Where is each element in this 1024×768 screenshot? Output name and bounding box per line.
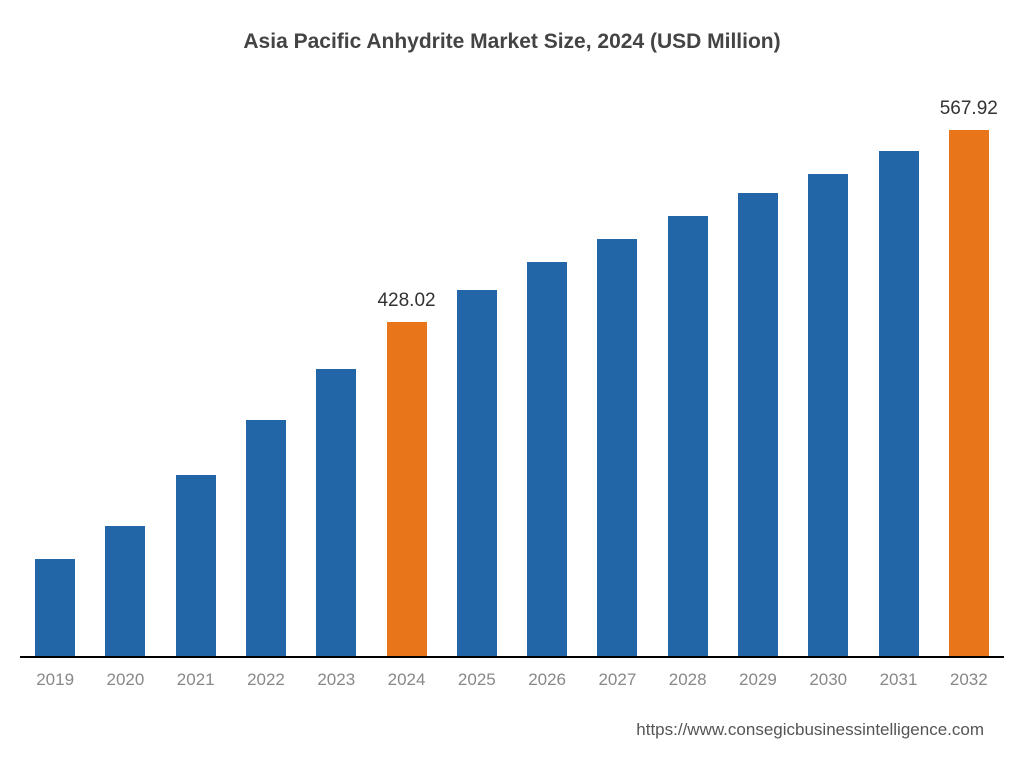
x-axis-label: 2019 — [20, 670, 90, 690]
bar — [105, 526, 145, 656]
x-axis-label: 2020 — [90, 670, 160, 690]
bar — [316, 369, 356, 656]
bar — [738, 193, 778, 656]
bar-slot — [512, 100, 582, 656]
bar-value-label: 428.02 — [371, 290, 441, 312]
chart-area: 428.02 567.92 — [20, 100, 1004, 658]
bar-slot — [442, 100, 512, 656]
bar — [457, 290, 497, 656]
bar-slot: 428.02 — [371, 100, 441, 656]
x-axis-label: 2027 — [582, 670, 652, 690]
bar — [597, 239, 637, 656]
x-axis-label: 2024 — [371, 670, 441, 690]
bar-slot — [161, 100, 231, 656]
bar — [527, 262, 567, 656]
x-axis-line — [20, 656, 1004, 658]
x-axis-labels: 2019202020212022202320242025202620272028… — [20, 670, 1004, 690]
bar — [808, 174, 848, 656]
bar-slot — [653, 100, 723, 656]
bar — [879, 151, 919, 656]
x-axis-label: 2021 — [161, 670, 231, 690]
x-axis-label: 2025 — [442, 670, 512, 690]
bar-slot: 567.92 — [934, 100, 1004, 656]
x-axis-label: 2032 — [934, 670, 1004, 690]
bar-slot — [90, 100, 160, 656]
bar-slot — [723, 100, 793, 656]
x-axis-label: 2028 — [653, 670, 723, 690]
bar-slot — [301, 100, 371, 656]
x-axis-label: 2023 — [301, 670, 371, 690]
bars-container: 428.02 567.92 — [20, 100, 1004, 656]
bar — [35, 559, 75, 656]
x-axis-label: 2029 — [723, 670, 793, 690]
x-axis-label: 2026 — [512, 670, 582, 690]
bar — [246, 420, 286, 656]
x-axis-label: 2030 — [793, 670, 863, 690]
bar-slot — [231, 100, 301, 656]
source-url: https://www.consegicbusinessintelligence… — [636, 720, 984, 740]
bar — [387, 322, 427, 656]
bar-slot — [20, 100, 90, 656]
bar-slot — [582, 100, 652, 656]
x-axis-label: 2022 — [231, 670, 301, 690]
bar — [949, 130, 989, 656]
bar — [176, 475, 216, 656]
bar-slot — [793, 100, 863, 656]
bar-slot — [863, 100, 933, 656]
chart-title: Asia Pacific Anhydrite Market Size, 2024… — [0, 30, 1024, 54]
bar — [668, 216, 708, 656]
bar-value-label: 567.92 — [934, 98, 1004, 120]
x-axis-label: 2031 — [863, 670, 933, 690]
